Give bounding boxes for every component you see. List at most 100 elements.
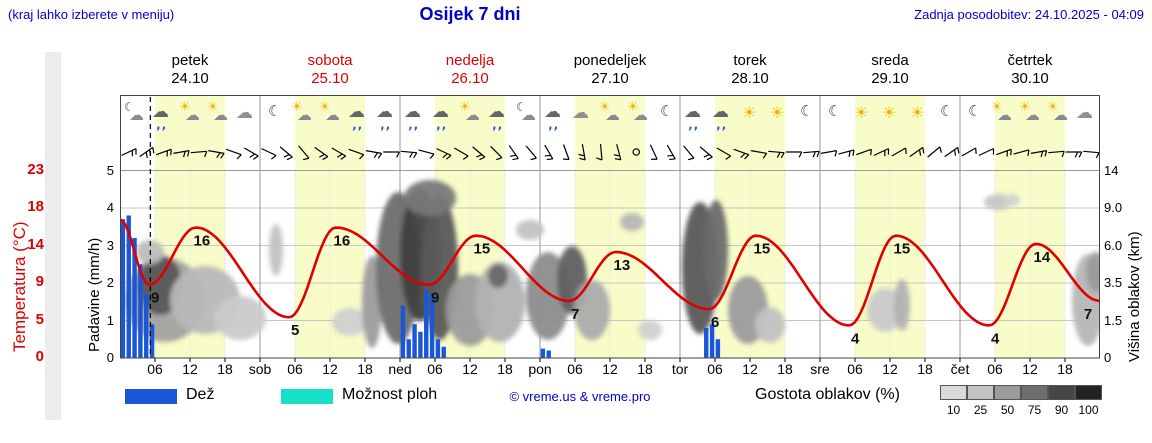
day-header-petek: petek 24.10 bbox=[120, 52, 260, 88]
time-label: sob bbox=[248, 361, 272, 377]
raindrops-icon: ‚‚ bbox=[156, 118, 168, 132]
weather-icon-sun: ☀ bbox=[906, 100, 930, 128]
weather-icon-rain: ☁ ‚‚ bbox=[542, 100, 566, 132]
moon-icon: ☾ bbox=[516, 100, 527, 114]
svg-text:15: 15 bbox=[893, 241, 910, 258]
rain-cloud-icon: ☁ bbox=[488, 102, 505, 122]
cloud-icon: ☁ bbox=[236, 103, 253, 123]
time-label: 06 bbox=[147, 361, 163, 377]
weather-icon-cloud: ☁ bbox=[1074, 100, 1098, 128]
day-date: 25.10 bbox=[311, 70, 349, 87]
cloud-icon: ☁ bbox=[129, 106, 144, 124]
cloud-density-scale: 10 25 50 75 90 100 bbox=[940, 385, 1106, 421]
cloud-density-label: Gostota oblakov (%) bbox=[755, 386, 900, 403]
rain-cloud-icon: ☁ bbox=[432, 102, 449, 122]
rain-cloud-icon: ☁ bbox=[404, 102, 421, 122]
weather-icon-sun-cloud: ☀ ☁ bbox=[290, 100, 314, 128]
cloud-icon: ☁ bbox=[213, 106, 228, 124]
svg-text:15: 15 bbox=[753, 241, 770, 258]
day-date: 26.10 bbox=[451, 70, 489, 87]
cloud-height-tick: 9.0 bbox=[1104, 200, 1123, 215]
time-label: 12 bbox=[602, 361, 618, 377]
density-step-box bbox=[940, 385, 967, 400]
left-gutter bbox=[45, 52, 61, 420]
day-name: sobota bbox=[307, 52, 353, 69]
cloud-height-tick: 1.5 bbox=[1104, 312, 1123, 328]
temperature-tick: 0 bbox=[35, 348, 44, 365]
raindrops-icon: ‚‚ bbox=[352, 118, 364, 132]
svg-text:5: 5 bbox=[291, 322, 299, 339]
cloud-icon: ☁ bbox=[185, 106, 200, 124]
time-label: 12 bbox=[742, 361, 758, 377]
meteogram-chart: 9 16 5 16 9 15 7 13 6 15 4 15 4 14 7 bbox=[120, 95, 1100, 362]
sun-icon: ☀ bbox=[742, 103, 757, 122]
cloud-icon: ☁ bbox=[297, 106, 312, 124]
temperature-tick: 23 bbox=[27, 160, 44, 178]
raindrops-icon: ‚‚ bbox=[492, 118, 504, 132]
weather-icon-sun-cloud: ☀ ☁ bbox=[458, 100, 482, 128]
copyright-link[interactable]: © vreme.us & vreme.pro bbox=[509, 389, 651, 404]
time-label: 06 bbox=[987, 361, 1003, 377]
svg-text:7: 7 bbox=[1084, 306, 1092, 323]
day-date: 29.10 bbox=[871, 70, 909, 87]
time-label: 12 bbox=[462, 361, 478, 377]
weather-icon-sun: ☀ bbox=[850, 100, 874, 128]
time-ticks bbox=[154, 358, 1066, 362]
raindrops-icon: ‚‚ bbox=[716, 118, 728, 132]
svg-text:13: 13 bbox=[613, 257, 630, 274]
moon-icon: ☾ bbox=[940, 102, 954, 120]
moon-icon: ☾ bbox=[800, 102, 814, 120]
svg-text:9: 9 bbox=[431, 290, 439, 307]
weather-icon-sun-cloud: ☀ ☁ bbox=[990, 100, 1014, 128]
cloud-height-tick: 14 bbox=[1104, 162, 1119, 178]
raindrops-icon: ‚‚ bbox=[436, 118, 448, 132]
temperature-tick: 18 bbox=[27, 198, 44, 215]
time-label: 12 bbox=[882, 361, 898, 377]
cloud-height-tick: 6.0 bbox=[1104, 237, 1123, 253]
weather-icon-sun-cloud: ☀ ☁ bbox=[1018, 100, 1042, 128]
weather-icon-rain: ☁ ‚‚ bbox=[486, 100, 510, 132]
weather-icon-moon-cloud: ☾ ☁ bbox=[514, 100, 538, 128]
svg-text:4: 4 bbox=[991, 330, 1000, 347]
svg-text:15: 15 bbox=[473, 241, 490, 258]
last-update-text: Zadnja posodobitev: 24.10.2025 - 04:09 bbox=[914, 7, 1144, 22]
cloud-icon: ☁ bbox=[1025, 106, 1040, 124]
weather-icon-sun-cloud: ☀ ☁ bbox=[598, 100, 622, 128]
day-name: petek bbox=[171, 52, 209, 69]
svg-text:7: 7 bbox=[571, 306, 579, 323]
rain-cloud-icon: ☁ bbox=[152, 102, 169, 122]
sun-icon: ☀ bbox=[910, 103, 925, 122]
raindrops-icon: ‚‚ bbox=[688, 118, 700, 132]
rain-cloud-icon: ☁ bbox=[348, 102, 365, 122]
density-step-box bbox=[967, 385, 994, 400]
day-name: nedelja bbox=[445, 52, 495, 69]
time-label: 06 bbox=[427, 361, 443, 377]
sun-icon: ☀ bbox=[991, 100, 1003, 115]
temperature-value-labels: 9 16 5 16 9 15 7 13 6 15 4 15 4 14 7 bbox=[151, 233, 1092, 348]
cloud-height-tick: 0 bbox=[1104, 350, 1112, 365]
svg-text:6: 6 bbox=[711, 314, 719, 331]
showers-legend-label: Možnost ploh bbox=[342, 386, 438, 403]
page-title: Osijek 7 dni bbox=[419, 4, 521, 24]
moon-icon: ☾ bbox=[268, 102, 282, 120]
time-label: čet bbox=[950, 361, 970, 377]
weather-icon-rain: ☁ ‚‚ bbox=[346, 100, 370, 132]
sun-icon: ☀ bbox=[854, 103, 869, 122]
weather-icon-moon: ☾ bbox=[654, 100, 678, 128]
precipitation-tick: 4 bbox=[106, 200, 114, 215]
time-label: 18 bbox=[777, 361, 793, 377]
weather-icon-sun-cloud: ☀ ☁ bbox=[318, 100, 342, 128]
density-step-box bbox=[1048, 385, 1075, 400]
density-step-value: 75 bbox=[1027, 403, 1042, 417]
day-header-četrtek: četrtek 30.10 bbox=[960, 52, 1100, 88]
sun-icon: ☀ bbox=[770, 103, 785, 122]
day-header-sreda: sreda 29.10 bbox=[820, 52, 960, 88]
cloud-height-tick: 3.5 bbox=[1104, 275, 1123, 290]
day-date: 27.10 bbox=[591, 70, 629, 87]
cloud-icon: ☁ bbox=[1076, 103, 1093, 123]
sun-icon: ☀ bbox=[291, 100, 303, 115]
svg-text:9: 9 bbox=[151, 290, 159, 307]
weather-icon-moon: ☾ bbox=[934, 100, 958, 128]
cloud-icon: ☁ bbox=[572, 103, 589, 123]
raindrops-icon: ‚‚ bbox=[380, 118, 392, 132]
